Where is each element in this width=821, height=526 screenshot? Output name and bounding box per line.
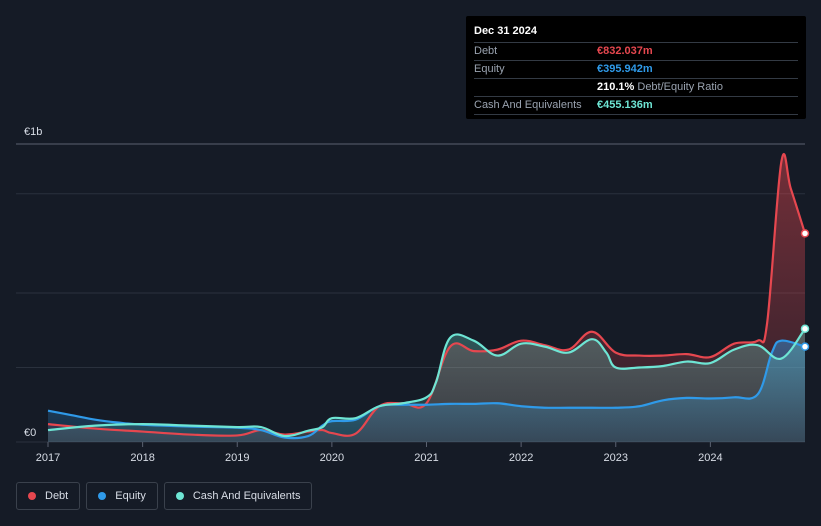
legend-label: Equity — [115, 490, 146, 502]
legend-dot-icon — [28, 492, 36, 500]
end-marker-equity — [800, 342, 810, 351]
x-tick-label: 2018 — [130, 452, 154, 464]
legend-item-cash[interactable]: Cash And Equivalents — [163, 482, 313, 510]
y-tick-label: €1b — [24, 126, 42, 138]
end-marker-cash-and-equivalents — [800, 324, 810, 334]
series-lines — [47, 152, 807, 440]
tooltip-label: Debt — [474, 45, 498, 57]
legend-label: Cash And Equivalents — [192, 490, 301, 502]
ratio-suffix: Debt/Equity Ratio — [637, 81, 723, 93]
x-tick-label: 2022 — [509, 452, 533, 464]
x-tick-label: 2020 — [320, 452, 344, 464]
tooltip-row-debt: Debt €832.037m — [474, 43, 798, 61]
end-marker-debt — [800, 229, 810, 238]
tooltip-label: Equity — [474, 63, 505, 75]
tooltip-value: 210.1% Debt/Equity Ratio — [597, 79, 723, 96]
x-tick-label: 2023 — [604, 452, 628, 464]
x-tick-label: 2019 — [225, 452, 249, 464]
tooltip-value: €455.136m — [597, 99, 653, 111]
ratio-value: 210.1% — [597, 81, 635, 93]
tooltip-panel: Dec 31 2024 Debt €832.037m Equity €395.9… — [466, 16, 806, 119]
tooltip-row-equity: Equity €395.942m — [474, 61, 798, 79]
tooltip-value: €395.942m — [597, 63, 653, 75]
legend-dot-icon — [98, 492, 107, 500]
tooltip-date: Dec 31 2024 — [474, 24, 798, 43]
x-tick-label: 2021 — [414, 452, 438, 464]
tooltip-value: €832.037m — [597, 45, 653, 57]
x-tick-label: 2024 — [698, 452, 722, 464]
legend-dot-icon — [175, 492, 184, 500]
end-markers — [800, 229, 810, 351]
legend-label: Debt — [45, 490, 69, 502]
tooltip-row-ratio: 210.1% Debt/Equity Ratio — [474, 79, 798, 97]
legend: Debt Equity Cash And Equivalents — [16, 482, 313, 510]
tooltip-row-cash: Cash And Equivalents €455.136m — [474, 97, 798, 115]
area-cash-and-equivalents — [48, 328, 805, 442]
legend-item-debt[interactable]: Debt — [16, 482, 81, 510]
y-tick-label: €0 — [24, 427, 36, 439]
x-tick-label: 2017 — [36, 452, 60, 464]
line-cash-and-equivalents — [47, 328, 806, 438]
legend-item-equity[interactable]: Equity — [86, 482, 158, 510]
tooltip-label — [474, 79, 597, 96]
series-areas — [48, 154, 805, 442]
tooltip-label: Cash And Equivalents — [474, 99, 582, 111]
tick-labels: €0 €1b 2017 2018 2019 2020 2021 2022 2023 2024 — [24, 126, 723, 464]
